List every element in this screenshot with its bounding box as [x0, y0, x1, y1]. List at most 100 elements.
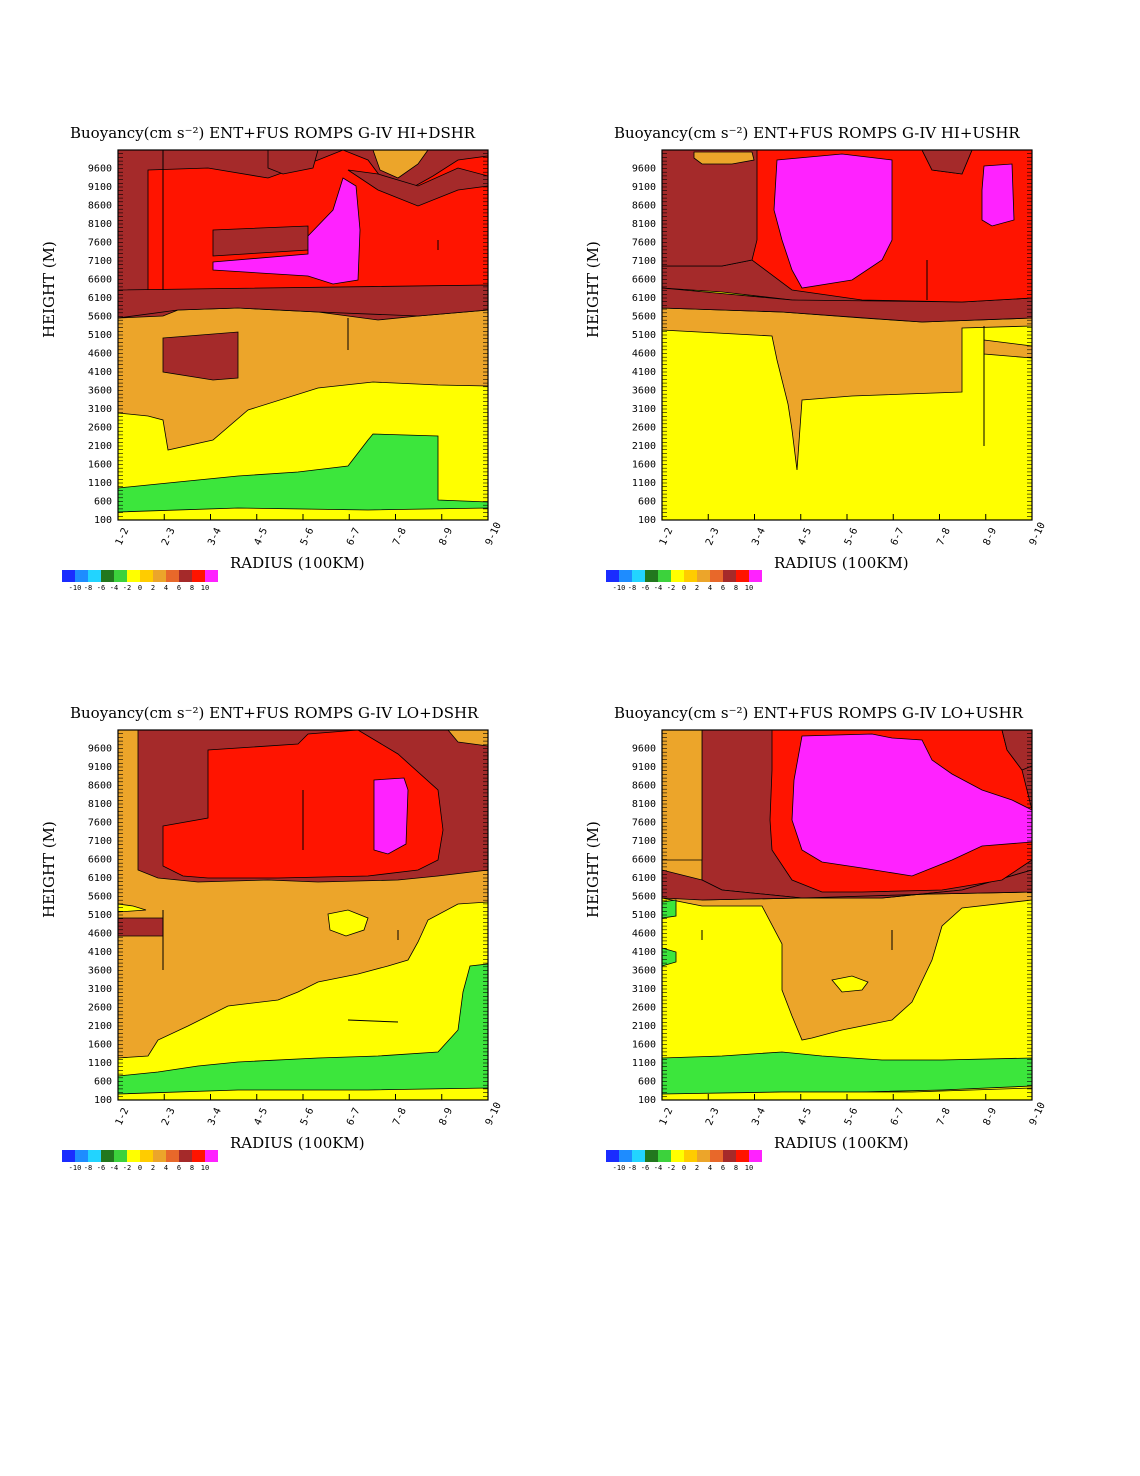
y-tick-label: 5600	[632, 892, 656, 903]
y-tick-label: 2600	[632, 423, 656, 434]
x-tick-label: 4-5	[252, 526, 270, 547]
y-tick-label: 9600	[88, 744, 112, 755]
y-tick-label: 3600	[632, 386, 656, 397]
x-tick-label: 7-8	[391, 526, 409, 547]
y-tick-label: 7600	[88, 238, 112, 249]
colorbar-label: 2	[151, 1164, 155, 1172]
y-axis-label: HEIGHT (M)	[40, 241, 58, 338]
colorbar-swatch	[62, 570, 75, 582]
x-tick-label: 2-3	[704, 1106, 722, 1127]
contours	[926, 260, 985, 446]
colorbar-label: -2	[667, 1164, 675, 1172]
colorbar-label: -10	[69, 584, 82, 592]
colorbar-swatch	[192, 570, 205, 582]
y-tick-label: 8600	[88, 201, 112, 212]
y-tick-label: 1100	[88, 478, 112, 489]
contours	[701, 930, 893, 950]
y-tick-label: 600	[94, 497, 112, 508]
y-tick-label: 1600	[632, 460, 656, 471]
minor-ticks	[118, 729, 488, 1101]
band-4-6-top	[693, 151, 755, 165]
y-tick-label: 3600	[88, 386, 112, 397]
colorbar-label: 2	[151, 584, 155, 592]
colorbar-label: -8	[628, 584, 636, 592]
minor-ticks	[662, 149, 1032, 521]
colorbar-swatch	[88, 570, 101, 582]
x-tick-label: 8-9	[981, 1106, 999, 1127]
colorbar: -10 -8 -6 -4 -2 0 2 4 6 8 10	[62, 570, 218, 592]
x-tick-label: 8-9	[437, 1106, 455, 1127]
y-tick-label: 9600	[88, 164, 112, 175]
colorbar-label: -10	[613, 1164, 626, 1172]
x-tick-label: 7-8	[935, 1106, 953, 1127]
y-tick-label: 6100	[88, 873, 112, 884]
y-tick-label: 7100	[632, 836, 656, 847]
colorbar-label: 8	[190, 1164, 194, 1172]
colorbar-swatch	[192, 1150, 205, 1162]
colorbar-swatch	[114, 1150, 127, 1162]
y-tick-label: 7600	[632, 818, 656, 829]
y-axis-label: HEIGHT (M)	[40, 821, 58, 918]
y-tick-label: 1600	[632, 1040, 656, 1051]
x-tick-label: 9-10	[484, 521, 504, 547]
plot-area: 100 600 1100 1600 2100 2600 3100 3600 4100 4600 51…	[632, 729, 1048, 1127]
colorbar-label: -8	[84, 584, 92, 592]
colorbar-swatch	[619, 570, 632, 582]
y-tick-label: 6600	[632, 855, 656, 866]
y-tick-label: 7100	[88, 836, 112, 847]
x-axis-label: RADIUS (100KM)	[774, 554, 909, 572]
y-tick-label: 7100	[88, 256, 112, 267]
contours	[162, 790, 399, 1023]
colorbar-label: -10	[613, 584, 626, 592]
colorbar-label: 0	[138, 1164, 142, 1172]
colorbar-swatch	[658, 570, 671, 582]
colorbar-swatch	[749, 1150, 762, 1162]
x-tick-label: 6-7	[345, 526, 363, 547]
y-tick-label: 5100	[88, 330, 112, 341]
colorbar-swatch	[723, 1150, 736, 1162]
colorbar-swatch	[632, 1150, 645, 1162]
colorbar-swatch	[697, 1150, 710, 1162]
colorbar-label: 6	[721, 584, 725, 592]
colorbar-swatch	[684, 1150, 697, 1162]
colorbar-label: 6	[177, 1164, 181, 1172]
y-tick-label: 5600	[88, 312, 112, 323]
y-tick-label: 2100	[88, 441, 112, 452]
minor-ticks	[662, 729, 1032, 1101]
y-tick-label: 2600	[88, 1003, 112, 1014]
y-tick-label: 4100	[88, 947, 112, 958]
band-10	[773, 153, 893, 289]
y-tick-label: 100	[638, 515, 656, 526]
colorbar-swatch	[179, 1150, 192, 1162]
y-tick-label: 5100	[632, 910, 656, 921]
y-tick-label: 3100	[632, 984, 656, 995]
colorbar-swatch	[179, 570, 192, 582]
colorbar-swatch	[606, 1150, 619, 1162]
x-tick-label: 9-10	[1028, 521, 1048, 547]
y-tick-label: 3100	[88, 984, 112, 995]
y-tick-label: 4600	[632, 349, 656, 360]
colorbar-swatch	[710, 1150, 723, 1162]
y-tick-label: 4100	[632, 367, 656, 378]
y-tick-labels: 100 600 1100 1600 2100 2600 3100 3600 4100 4600 51…	[632, 164, 656, 527]
colorbar-label: 6	[721, 1164, 725, 1172]
colorbar-label: -6	[97, 1164, 105, 1172]
colorbar-swatch	[127, 570, 140, 582]
colorbar-swatch	[671, 1150, 684, 1162]
y-tick-label: 2600	[88, 423, 112, 434]
colorbar-label: 8	[190, 584, 194, 592]
y-tick-label: 8100	[88, 799, 112, 810]
colorbar-swatch	[101, 1150, 114, 1162]
colorbar-swatch	[88, 1150, 101, 1162]
colorbar-swatch	[153, 1150, 166, 1162]
plot-area: 100 600 1100 1600 2100 2600 3100 3600 4100 4600 51…	[88, 149, 504, 547]
y-tick-label: 600	[638, 497, 656, 508]
colorbar: -10 -8 -6 -4 -2 0 2 4 6 8 10	[62, 1150, 218, 1172]
colorbar-swatch	[127, 1150, 140, 1162]
y-tick-label: 8100	[632, 219, 656, 230]
minor-ticks	[118, 149, 488, 521]
colorbar-swatch	[645, 570, 658, 582]
chart-title: Buoyancy(cm s⁻²) ENT+FUS ROMPS G-IV HI+U…	[614, 124, 1020, 142]
chart-lo-ushr: Buoyancy(cm s⁻²) ENT+FUS ROMPS G-IV LO+U…	[584, 704, 1048, 1172]
colorbar-swatch	[205, 570, 218, 582]
